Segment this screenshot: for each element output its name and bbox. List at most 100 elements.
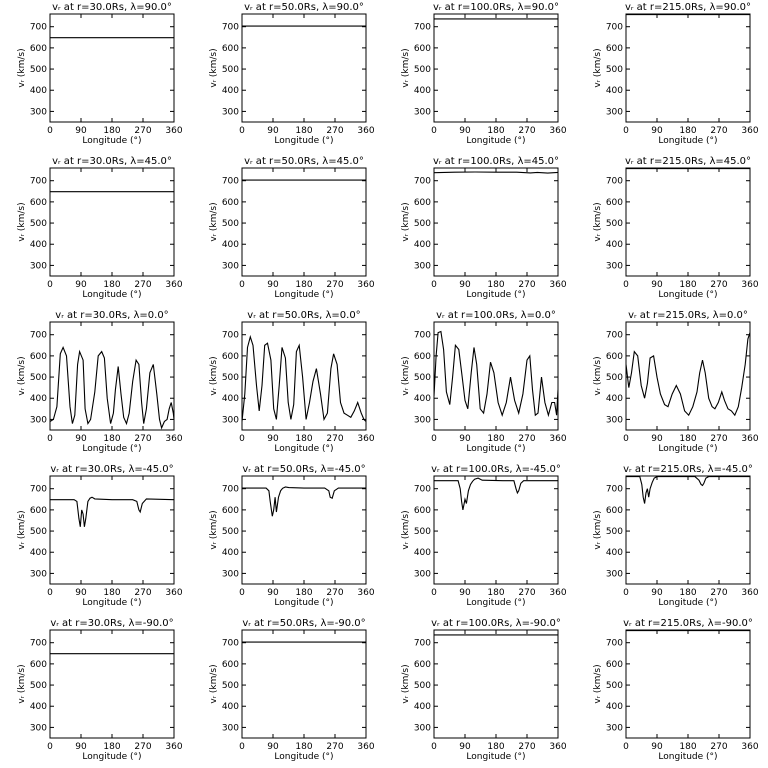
x-tick-label: 270 [326,280,343,290]
panel-title: vᵣ at r=50.0Rs, λ=0.0° [247,310,360,321]
series-line [626,476,750,504]
y-tick-label: 400 [414,86,431,96]
y-tick-label: 600 [414,352,431,362]
plot-frame [433,475,559,585]
y-tick-label: 300 [222,261,239,271]
y-axis-label: vᵣ (km/s) [209,202,219,241]
y-tick-label: 700 [30,331,47,341]
x-tick-label: 0 [239,588,245,598]
plot-frame [49,475,175,585]
panel-title: vᵣ at r=50.0Rs, λ=-90.0° [242,618,365,629]
x-tick-label: 90 [75,434,87,444]
y-tick-label: 600 [222,506,239,516]
y-tick-label: 500 [30,527,47,537]
x-tick-label: 180 [103,280,120,290]
y-tick-label: 400 [30,394,47,404]
plot-frame [241,13,367,123]
y-axis-label: vᵣ (km/s) [17,356,27,395]
y-tick-label: 400 [606,702,623,712]
x-tick-label: 90 [651,434,663,444]
x-axis-label: Longitude (°) [466,752,525,762]
y-axis-label: vᵣ (km/s) [17,510,27,549]
x-tick-label: 360 [357,434,374,444]
plot-frame [625,167,751,277]
y-tick-label: 600 [30,506,47,516]
x-axis-label: Longitude (°) [82,752,141,762]
x-tick-label: 90 [651,126,663,136]
x-tick-label: 270 [518,588,535,598]
x-tick-label: 0 [431,434,437,444]
y-tick-label: 600 [30,44,47,54]
y-tick-label: 700 [414,331,431,341]
x-tick-label: 0 [431,126,437,136]
panel-5: vᵣ at r=30.0Rs, λ=45.0° 0 90 180 270 360 300 40… [17,156,183,300]
y-tick-label: 300 [414,107,431,117]
x-tick-label: 180 [295,280,312,290]
y-tick-label: 300 [606,569,623,579]
x-tick-label: 90 [267,126,279,136]
x-tick-label: 90 [459,126,471,136]
y-tick-label: 700 [30,177,47,187]
y-tick-label: 600 [414,44,431,54]
plot-frame [433,167,559,277]
y-tick-label: 500 [414,527,431,537]
panel-14: vᵣ at r=50.0Rs, λ=-45.0° 0 90 180 270 360 300 4… [209,464,375,608]
y-tick-label: 600 [606,660,623,670]
x-tick-label: 0 [239,742,245,752]
y-tick-label: 500 [30,681,47,691]
y-tick-label: 700 [222,639,239,649]
plot-frame [49,321,175,431]
plot-frame [49,167,175,277]
x-tick-label: 180 [103,126,120,136]
y-tick-label: 300 [606,415,623,425]
x-axis-label: Longitude (°) [466,290,525,300]
panel-10: vᵣ at r=50.0Rs, λ=0.0° 0 90 180 270 360 300 400… [209,310,375,454]
panel-title: vᵣ at r=50.0Rs, λ=-45.0° [242,464,365,475]
panel-7: vᵣ at r=100.0Rs, λ=45.0° 0 90 180 270 360 300 4… [401,156,567,300]
x-axis-label: Longitude (°) [658,598,717,608]
panel-title: vᵣ at r=215.0Rs, λ=90.0° [625,2,751,13]
x-axis-label: Longitude (°) [658,752,717,762]
y-tick-label: 300 [30,415,47,425]
panel-title: vᵣ at r=100.0Rs, λ=-90.0° [431,618,561,629]
y-axis-label: vᵣ (km/s) [401,664,411,703]
y-tick-label: 500 [606,65,623,75]
panel-1: vᵣ at r=30.0Rs, λ=90.0° 0 90 180 270 360 300 40… [17,2,183,146]
x-axis-label: Longitude (°) [82,290,141,300]
x-tick-label: 0 [47,742,53,752]
y-tick-label: 700 [414,639,431,649]
x-tick-label: 360 [549,280,566,290]
y-tick-label: 500 [222,527,239,537]
x-tick-label: 0 [239,280,245,290]
panel-15: vᵣ at r=100.0Rs, λ=-45.0° 0 90 180 270 360 300… [401,464,567,608]
y-tick-label: 400 [30,548,47,558]
x-tick-label: 180 [679,742,696,752]
x-tick-label: 360 [549,126,566,136]
y-tick-label: 300 [30,569,47,579]
y-tick-label: 700 [414,485,431,495]
x-tick-label: 360 [165,742,182,752]
x-axis-label: Longitude (°) [82,444,141,454]
x-tick-label: 180 [295,742,312,752]
y-tick-label: 700 [606,23,623,33]
panel-title: vᵣ at r=30.0Rs, λ=90.0° [52,2,172,13]
x-tick-label: 180 [295,588,312,598]
y-tick-label: 300 [30,723,47,733]
panel-17: vᵣ at r=30.0Rs, λ=-90.0° 0 90 180 270 360 300 4… [17,618,183,762]
x-tick-label: 90 [651,280,663,290]
x-tick-label: 0 [431,742,437,752]
x-tick-label: 360 [549,742,566,752]
y-axis-label: vᵣ (km/s) [401,510,411,549]
y-tick-label: 400 [30,702,47,712]
series-line [50,345,174,430]
y-tick-label: 700 [606,177,623,187]
y-tick-label: 400 [222,548,239,558]
x-tick-label: 180 [103,742,120,752]
x-axis-label: Longitude (°) [274,752,333,762]
y-axis-label: vᵣ (km/s) [401,48,411,87]
panel-2: vᵣ at r=50.0Rs, λ=90.0° 0 90 180 270 360 300 40… [209,2,375,146]
x-tick-label: 90 [267,434,279,444]
panel-title: vᵣ at r=215.0Rs, λ=45.0° [625,156,751,167]
y-tick-label: 400 [222,86,239,96]
series-line [242,334,366,422]
